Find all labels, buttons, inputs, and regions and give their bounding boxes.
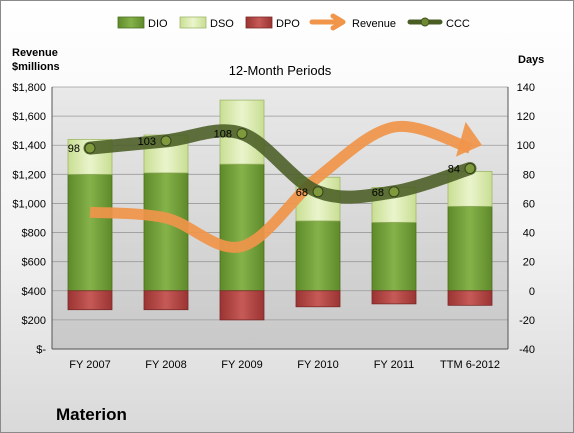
ccc-data-label: 68 [296, 187, 308, 199]
left-tick-label: $1,600 [12, 111, 46, 123]
left-tick-label: $1,800 [12, 82, 46, 94]
x-tick-label: FY 2007 [69, 359, 110, 371]
x-tick-label: FY 2011 [374, 359, 415, 371]
left-tick-label: $800 [22, 228, 46, 240]
ccc-data-label: 68 [372, 187, 384, 199]
axes-group: $- $200 $400 $600 $800 $1,000 $1,200 $1,400 $1,6… [12, 82, 535, 371]
ccc-data-label: 84 [448, 164, 460, 176]
ccc-point [312, 186, 324, 198]
ccc-data-label: 103 [138, 136, 156, 148]
legend-swatch-dio [117, 16, 145, 29]
legend-swatch-dso [179, 16, 207, 29]
left-tick-label: $1,000 [12, 198, 46, 210]
right-tick-label: 0 [529, 286, 535, 298]
gridlines [52, 86, 508, 350]
legend-swatch-dpo [245, 16, 273, 29]
right-tick-label: 40 [523, 228, 535, 240]
company-name: Materion [56, 405, 127, 424]
left-tick-label: $1,200 [12, 169, 46, 181]
bar-dio [295, 220, 341, 292]
bar-dpo [295, 290, 341, 308]
chart-title: 12-Month Periods [229, 63, 332, 78]
right-tick-label: 20 [523, 257, 535, 269]
bar-dio [371, 221, 417, 292]
legend: DIO DSO DPO Revenue CCC [117, 13, 470, 31]
legend-label-revenue: Revenue [352, 18, 396, 30]
legend-label-dso: DSO [210, 18, 234, 30]
legend-label-dio: DIO [148, 18, 168, 30]
x-tick-label: FY 2009 [221, 359, 262, 371]
legend-label-ccc: CCC [446, 18, 470, 30]
bar-dio [143, 172, 189, 292]
legend-label-dpo: DPO [276, 18, 300, 30]
left-tick-label: $1,400 [12, 140, 46, 152]
ccc-point [160, 135, 172, 147]
left-tick-label: $400 [22, 286, 46, 298]
right-tick-label: 120 [517, 111, 535, 123]
left-tick-label: $600 [22, 257, 46, 269]
legend-marker-ccc [420, 17, 430, 27]
left-axis-title-line2: $millions [12, 61, 60, 73]
revenue-arrowhead [455, 121, 482, 157]
left-tick-label: $200 [22, 315, 46, 327]
x-tick-label: FY 2010 [297, 359, 338, 371]
right-tick-label: -20 [519, 315, 535, 327]
right-tick-label: 80 [523, 169, 535, 181]
ccc-point [464, 163, 476, 175]
ccc-point [236, 128, 248, 140]
right-tick-label: 100 [517, 140, 535, 152]
bar-dpo [67, 290, 113, 311]
left-axis-title-line1: Revenue [12, 47, 58, 59]
bar-dio [67, 173, 113, 292]
x-tick-label: TTM 6-2012 [440, 359, 500, 371]
legend-swatch-revenue [309, 13, 346, 31]
right-tick-label: 140 [517, 82, 535, 94]
bar-dio [219, 163, 265, 292]
bar-dpo [371, 290, 417, 305]
left-tick-label: $- [36, 344, 46, 356]
bar-dpo [447, 290, 493, 306]
right-tick-label: -40 [519, 344, 535, 356]
ccc-data-label: 108 [214, 129, 232, 141]
ccc-point [84, 142, 96, 154]
revenue-line [89, 120, 472, 253]
right-tick-label: 60 [523, 198, 535, 210]
right-axis-title: Days [518, 54, 544, 66]
lines-group: 98 103 108 68 68 84 [68, 120, 482, 253]
bar-dpo [219, 290, 265, 321]
bar-dio [447, 205, 493, 292]
x-tick-label: FY 2008 [145, 359, 186, 371]
bar-dpo [143, 290, 189, 311]
ccc-point [388, 186, 400, 198]
ccc-data-label: 98 [68, 143, 80, 155]
